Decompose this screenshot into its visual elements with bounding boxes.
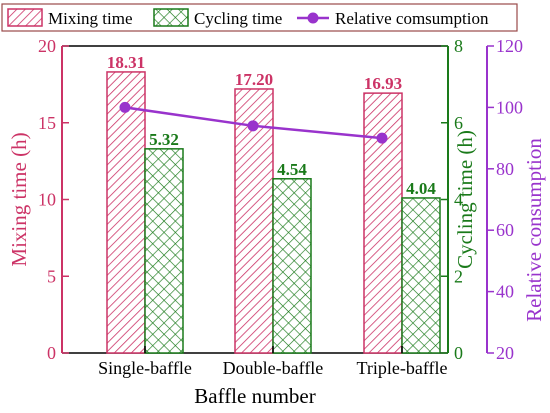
x-tick-label: Single-baffle	[98, 358, 192, 378]
mixing-time-label: 18.31	[107, 53, 145, 72]
legend: Mixing time Cycling time Relative comsumpt…	[1, 3, 518, 32]
legend-mixing-label: Mixing time	[48, 9, 133, 28]
cycling-time-label: 5.32	[149, 130, 179, 149]
relative-consumption-line	[119, 101, 388, 144]
axes: Single-baffle Double-baffle Triple-baffle 0…	[38, 36, 523, 378]
cycling-time-label: 4.54	[277, 160, 307, 179]
left-tick-label: 20	[38, 36, 56, 56]
cycling-time-bar	[144, 148, 184, 354]
far-right-tick-label: 60	[496, 220, 514, 240]
cycling-time-bar	[272, 178, 312, 354]
x-axis-title: Baffle number	[194, 384, 316, 408]
right-tick-label: 0	[454, 343, 463, 363]
legend-box	[1, 3, 518, 32]
right-axis-title: Cycling time (h)	[453, 130, 477, 269]
x-tick-label: Triple-baffle	[357, 358, 448, 378]
legend-mixing-swatch	[7, 8, 43, 27]
relative-consumption-point	[119, 101, 131, 113]
far-right-tick-label: 100	[496, 97, 523, 117]
far-right-tick-label: 80	[496, 159, 514, 179]
right-tick-label: 8	[454, 36, 463, 56]
mixing-time-bar	[363, 92, 403, 354]
bars: 18.31 5.32 17.20 4.54 16.93 4.04	[106, 53, 441, 354]
relative-consumption-point	[247, 120, 259, 132]
right-tick-label: 6	[454, 113, 463, 133]
cycling-time-label: 4.04	[406, 179, 436, 198]
far-right-axis-title: Relative consumption	[522, 138, 546, 322]
left-tick-label: 5	[47, 266, 56, 286]
cycling-time-bar	[401, 197, 441, 354]
legend-relative-marker	[307, 12, 319, 24]
legend-cycling-swatch	[153, 8, 189, 27]
left-tick-label: 10	[38, 190, 56, 210]
far-right-tick-label: 120	[496, 36, 523, 56]
mixing-time-bar	[106, 71, 146, 354]
legend-cycling-label: Cycling time	[194, 9, 282, 28]
x-tick-label: Double-baffle	[223, 358, 324, 378]
mixing-time-bar	[234, 88, 274, 354]
right-tick-label: 2	[454, 266, 463, 286]
far-right-tick-label: 40	[496, 282, 514, 302]
far-right-tick-label: 20	[496, 343, 514, 363]
right-tick-label: 4	[454, 190, 463, 210]
legend-relative-label: Relative comsumption	[335, 9, 489, 28]
axis-titles: Mixing time (h) Cycling time (h) Relative …	[7, 130, 546, 408]
mixing-time-label: 17.20	[235, 70, 273, 89]
relative-consumption-point	[376, 132, 388, 144]
left-axis-title: Mixing time (h)	[7, 132, 31, 266]
left-tick-label: 0	[47, 343, 56, 363]
mixing-time-label: 16.93	[364, 74, 402, 93]
left-tick-label: 15	[38, 113, 56, 133]
